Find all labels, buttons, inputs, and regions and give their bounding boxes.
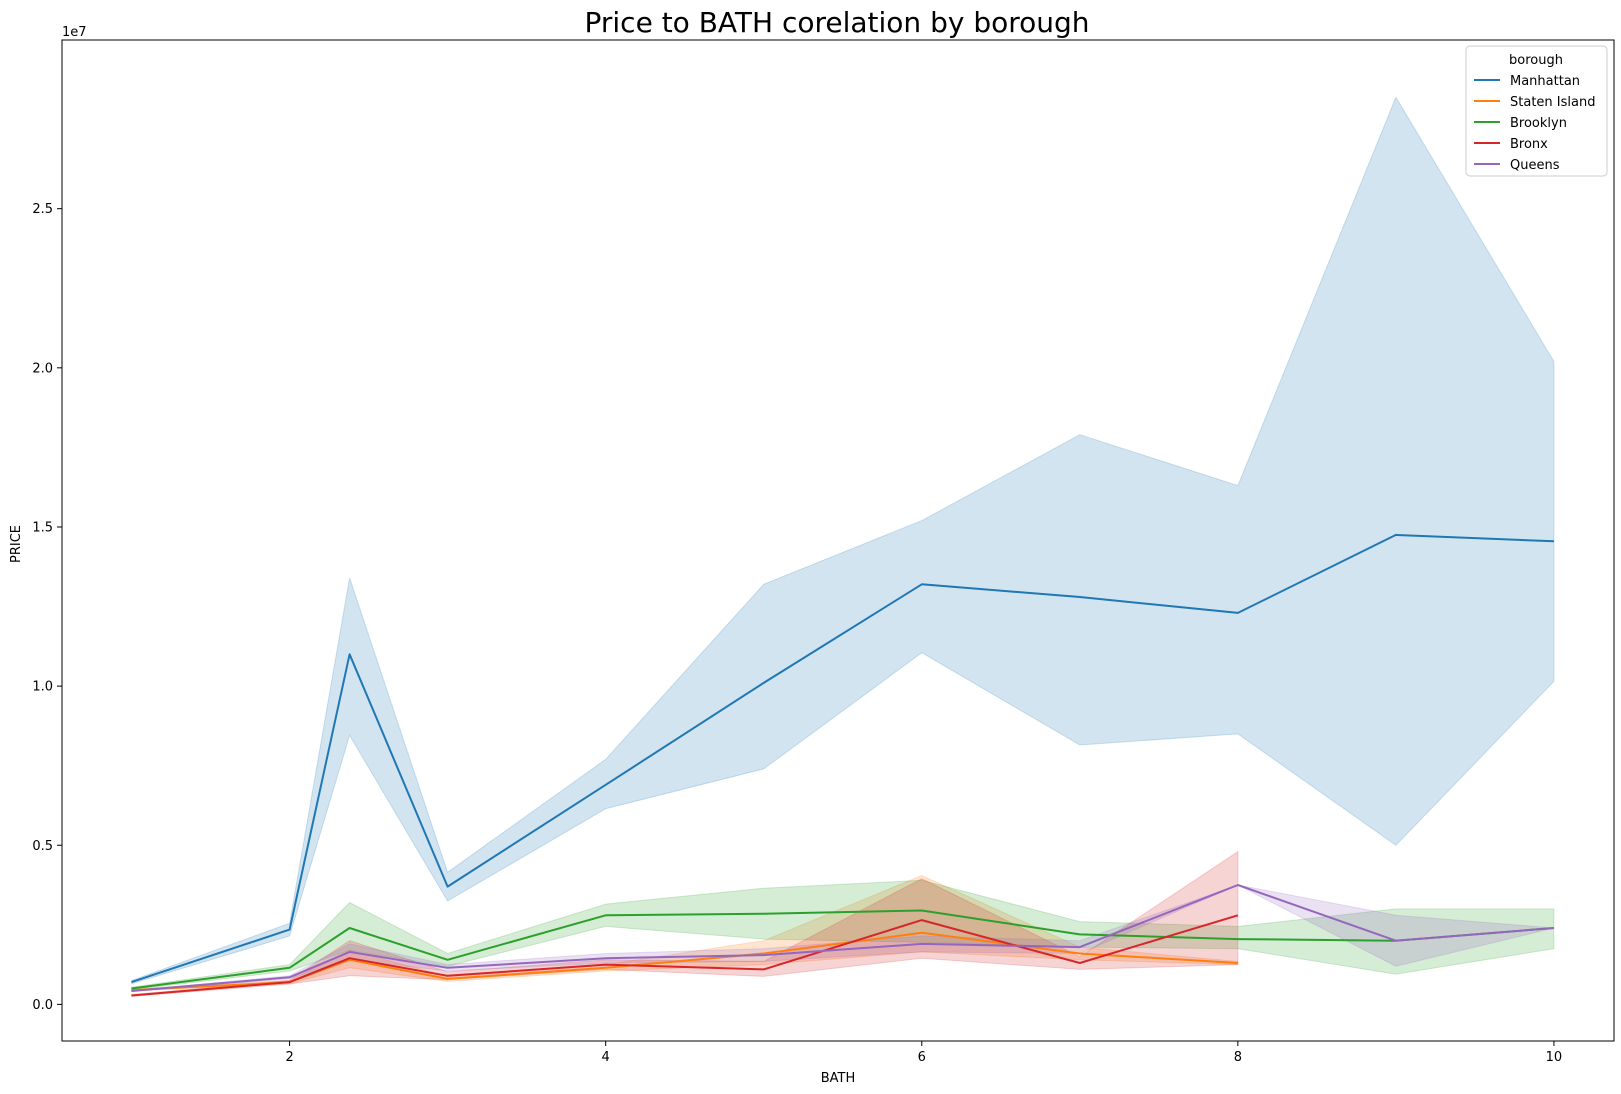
- legend-label-manhattan: Manhattan: [1510, 74, 1580, 89]
- x-axis-ticks: 2 4 6 8 10: [285, 1041, 1562, 1065]
- ci-band-manhattan: [131, 96, 1555, 985]
- y-axis-ticks: 0.0 0.5 1.0 1.5 2.0 2.5: [32, 202, 62, 1013]
- confidence-bands: [131, 96, 1555, 997]
- ci-band-brooklyn: [131, 879, 1555, 991]
- plot-area-frame: [61, 39, 1615, 1042]
- series-line-brooklyn: [131, 909, 1554, 990]
- chart-title: Price to BATH corelation by borough: [584, 6, 1089, 39]
- y-axis-label: PRICE: [9, 525, 24, 563]
- legend-title: borough: [1509, 53, 1563, 68]
- ci-band-bronx: [131, 850, 1239, 997]
- y-tick-label: 1.0: [32, 680, 53, 695]
- series-line-bronx: [131, 914, 1239, 997]
- x-tick-label: 8: [1234, 1050, 1242, 1065]
- x-axis-label: BATH: [821, 1071, 856, 1086]
- y-tick-label: 2.0: [32, 361, 53, 376]
- series-line-manhattan: [131, 533, 1554, 984]
- y-tick-label: 1.5: [32, 520, 53, 535]
- x-tick-label: 4: [602, 1050, 610, 1065]
- series-line-queens: [131, 884, 1554, 992]
- legend: borough Manhattan Staten Island Brooklyn Br…: [1465, 45, 1608, 177]
- y-offset-label: 1e7: [62, 25, 87, 40]
- legend-items: Manhattan Staten Island Brooklyn Bronx Queen…: [1474, 74, 1595, 173]
- legend-label-queens: Queens: [1510, 158, 1560, 173]
- series-lines: [131, 533, 1554, 997]
- legend-label-bronx: Bronx: [1510, 137, 1548, 152]
- legend-box: [1465, 45, 1608, 177]
- x-tick-label: 2: [285, 1050, 293, 1065]
- y-tick-label: 2.5: [32, 202, 53, 217]
- y-tick-label: 0.5: [32, 839, 53, 854]
- legend-label-staten-island: Staten Island: [1510, 95, 1595, 110]
- y-tick-label: 0.0: [32, 998, 53, 1013]
- legend-label-brooklyn: Brooklyn: [1510, 116, 1567, 131]
- x-tick-label: 10: [1546, 1050, 1563, 1065]
- x-tick-label: 6: [918, 1050, 926, 1065]
